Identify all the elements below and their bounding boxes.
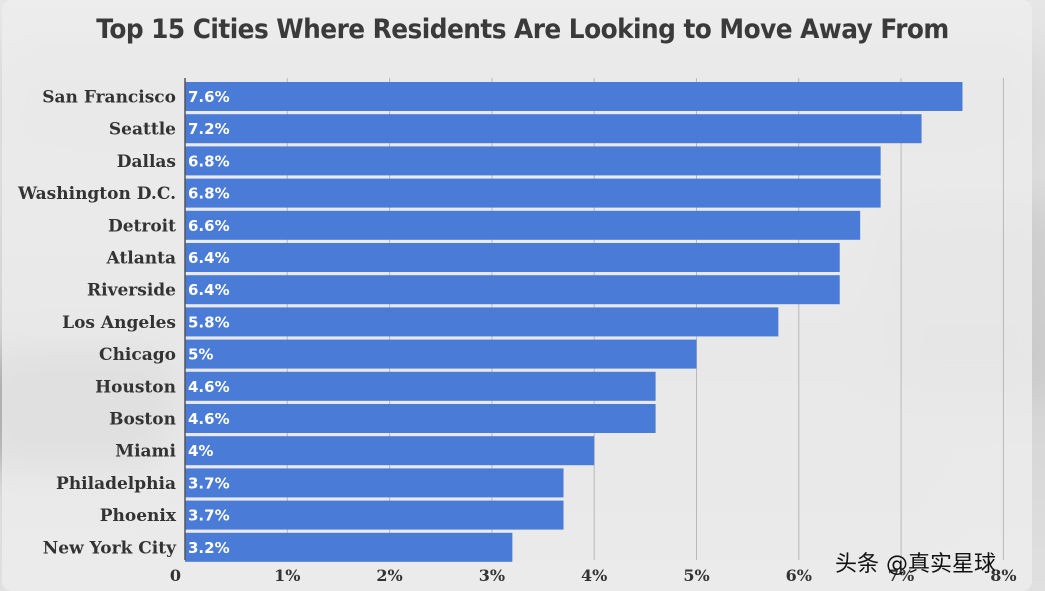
- category-label: Dallas: [117, 152, 176, 172]
- value-label: 4%: [188, 442, 213, 460]
- bar-detroit: [185, 210, 861, 240]
- category-label: Los Angeles: [62, 313, 176, 333]
- x-tick-label: 8%: [990, 566, 1016, 585]
- bar-phoenix: [185, 500, 564, 530]
- category-label: Phoenix: [100, 506, 177, 526]
- value-label: 7.6%: [188, 88, 230, 106]
- value-label: 4.6%: [188, 378, 230, 396]
- category-label: Riverside: [87, 281, 176, 301]
- bar-miami: [185, 436, 595, 466]
- x-tick-label: 0: [170, 566, 181, 585]
- category-label: Seattle: [109, 120, 176, 140]
- category-label: Detroit: [108, 216, 176, 236]
- value-label: 3.2%: [188, 539, 230, 557]
- value-label: 5.8%: [188, 313, 230, 331]
- x-tick-label: 7%: [888, 566, 914, 585]
- category-label: Washington D.C.: [17, 184, 176, 204]
- value-label: 3.7%: [188, 474, 230, 492]
- bar-seattle: [185, 114, 922, 144]
- category-label: San Francisco: [42, 88, 176, 108]
- x-tick-label: 4%: [581, 566, 607, 585]
- bar-new-york-city: [185, 532, 513, 562]
- bar-dallas: [185, 146, 881, 176]
- value-label: 5%: [188, 346, 213, 364]
- bar-atlanta: [185, 243, 840, 272]
- category-label: New York City: [43, 538, 177, 558]
- bar-chicago: [185, 339, 697, 369]
- category-label: Chicago: [99, 345, 176, 365]
- x-tick-label: 5%: [683, 566, 709, 585]
- value-label: 6.8%: [188, 185, 230, 203]
- category-label: Philadelphia: [56, 474, 176, 494]
- bar-boston: [185, 404, 656, 433]
- category-label: Houston: [95, 377, 176, 397]
- bar-riverside: [185, 275, 840, 305]
- value-label: 6.4%: [188, 281, 230, 299]
- bar-houston: [185, 371, 656, 401]
- value-label: 6.8%: [188, 152, 230, 170]
- value-label: 7.2%: [188, 120, 230, 138]
- value-label: 6.4%: [188, 249, 230, 267]
- x-tick-label: 3%: [479, 566, 505, 585]
- bar-los-angeles: [185, 307, 779, 337]
- category-label: Boston: [109, 410, 176, 430]
- value-label: 3.7%: [188, 507, 230, 525]
- value-label: 4.6%: [188, 410, 230, 428]
- category-label: Atlanta: [106, 249, 176, 269]
- watermark-text: 头条 @真实星球: [835, 552, 996, 577]
- bar-washington-d-c-: [185, 178, 881, 208]
- bar-san-francisco: [185, 82, 963, 111]
- value-label: 6.6%: [188, 217, 230, 235]
- labels: 7.6% San Francisco 7.2% Seattle 6.8% Dallas 6.…: [17, 88, 1017, 586]
- x-tick-label: 6%: [786, 566, 812, 585]
- category-label: Miami: [115, 442, 176, 462]
- bars: [185, 82, 963, 562]
- x-tick-label: 2%: [376, 566, 402, 585]
- bar-philadelphia: [185, 468, 564, 498]
- x-tick-label: 1%: [274, 566, 300, 585]
- chart-title: Top 15 Cities Where Residents Are Lookin…: [96, 14, 949, 45]
